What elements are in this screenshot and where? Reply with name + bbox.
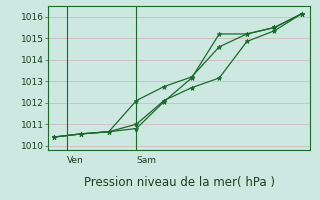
Text: Sam: Sam: [136, 156, 156, 165]
Text: Pression niveau de la mer( hPa ): Pression niveau de la mer( hPa ): [84, 176, 275, 189]
Text: Ven: Ven: [67, 156, 84, 165]
